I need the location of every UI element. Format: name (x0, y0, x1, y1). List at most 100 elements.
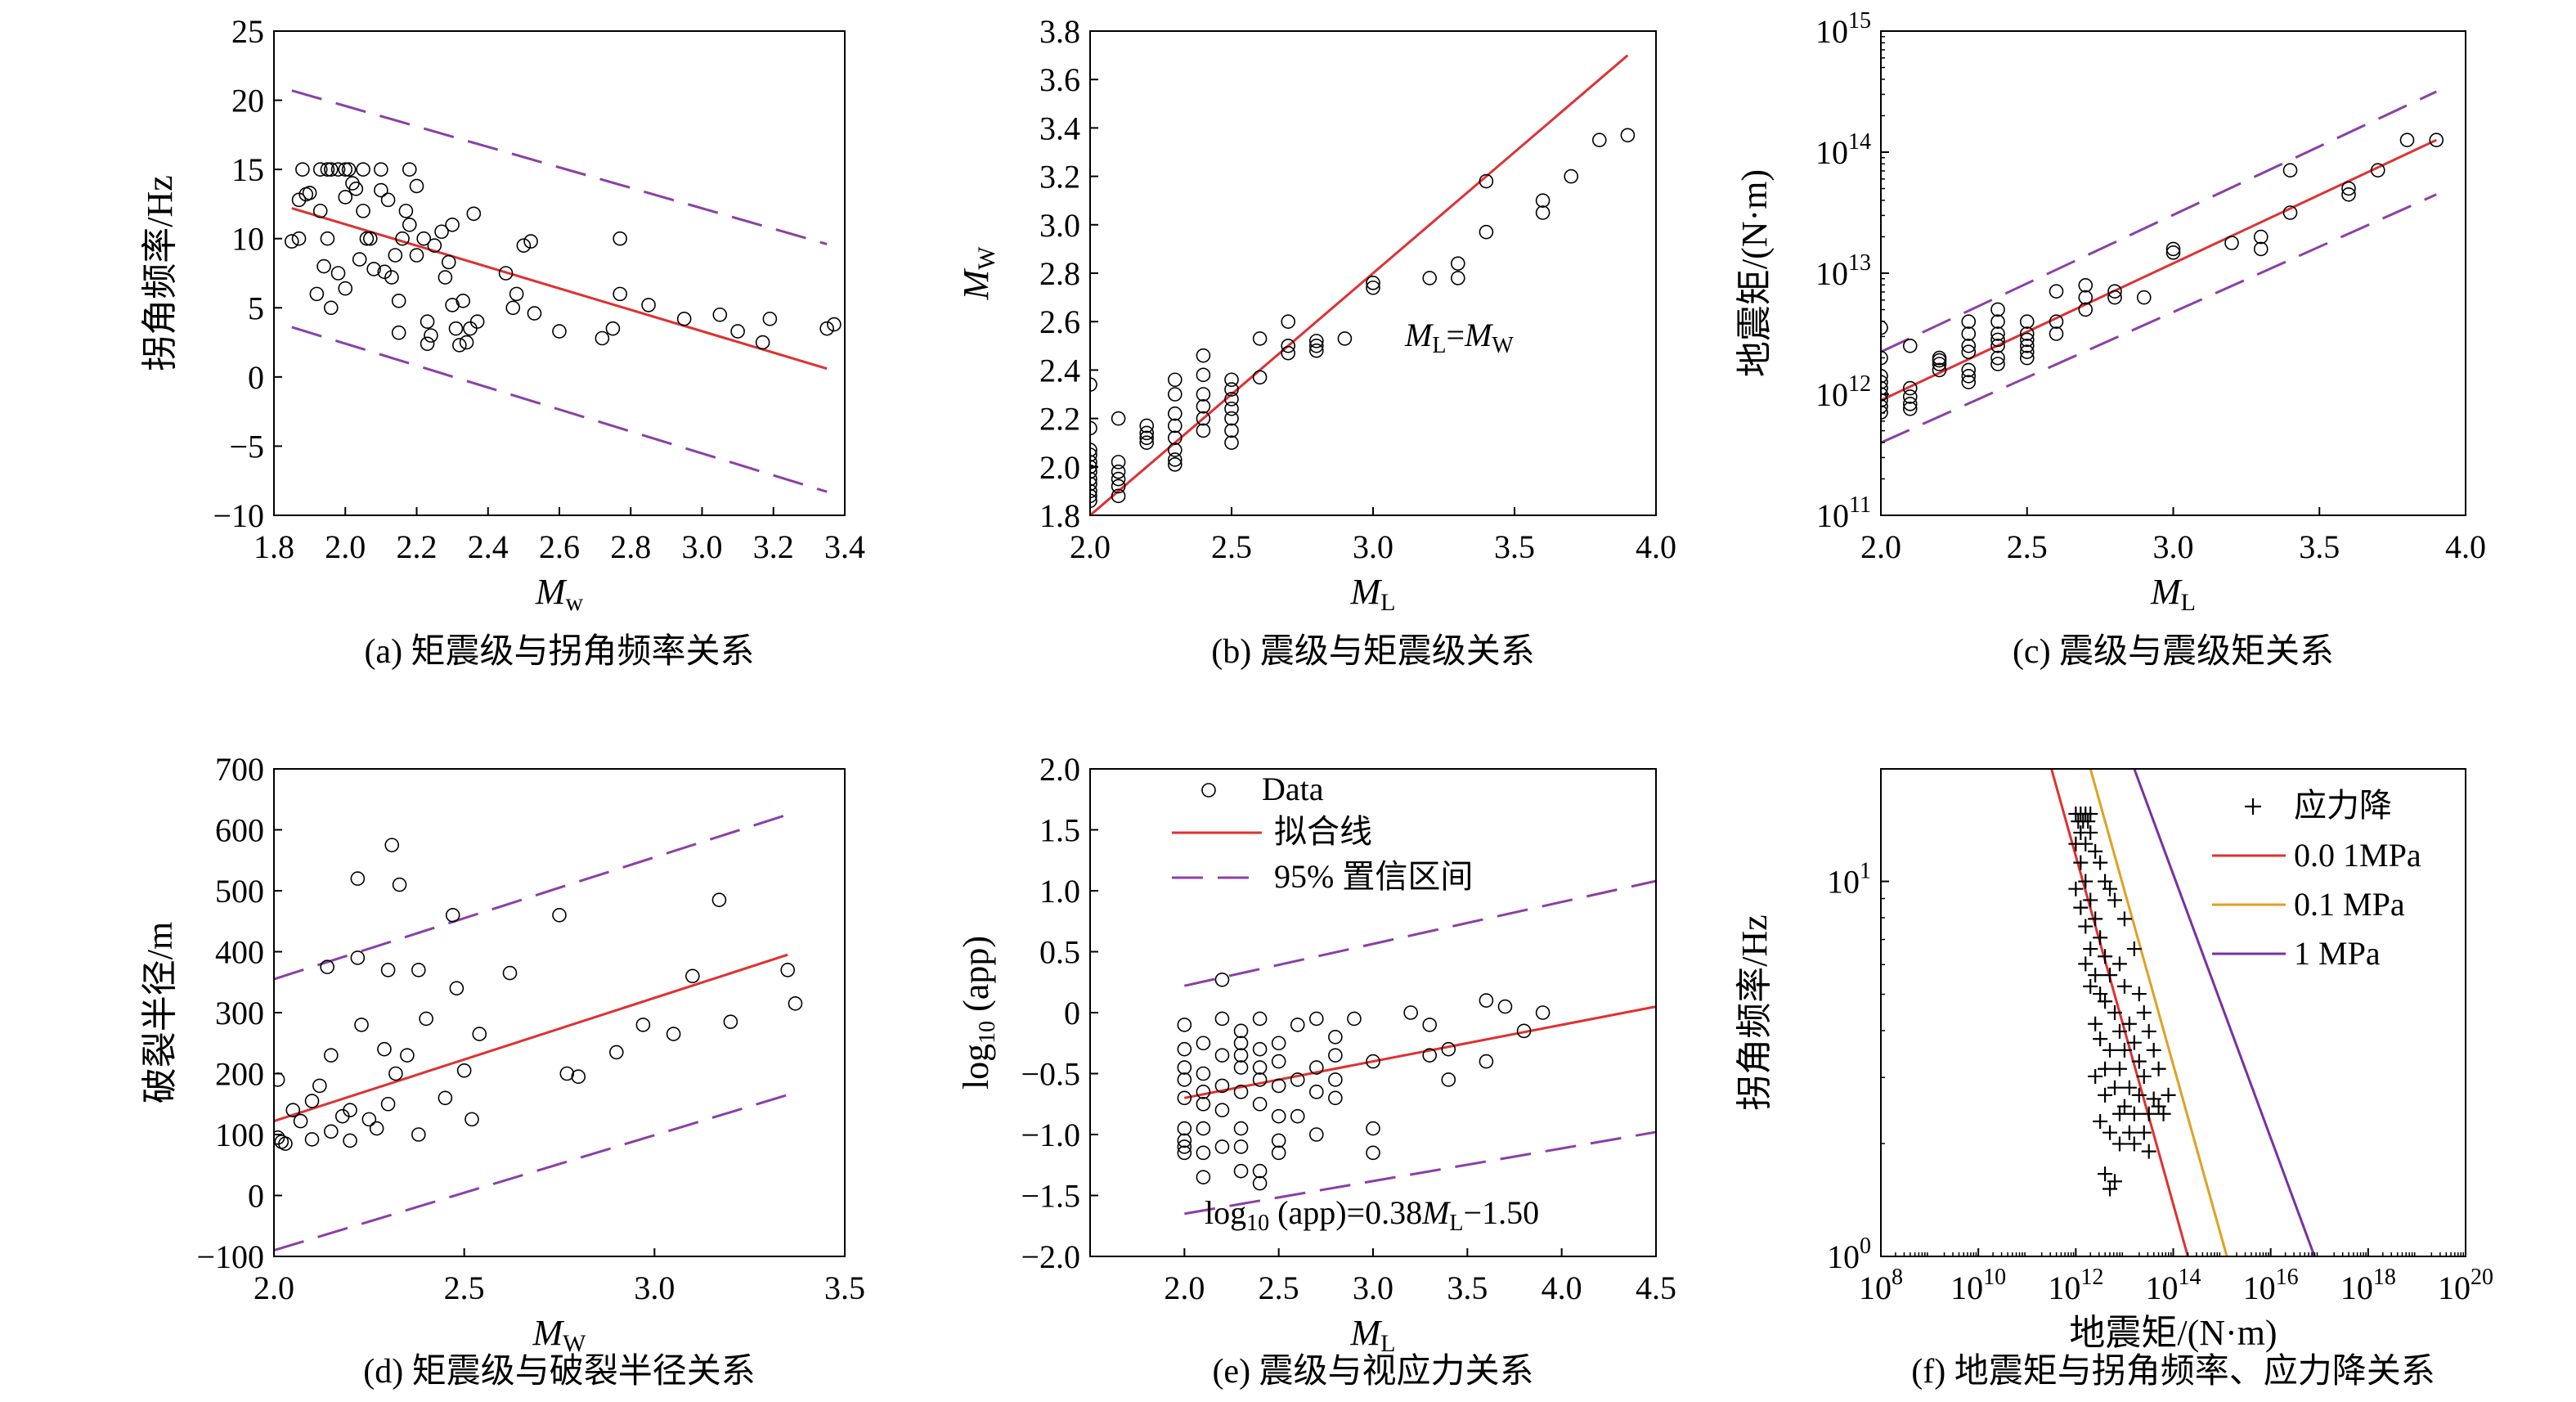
data-point (374, 162, 388, 177)
data-point (1252, 1175, 1268, 1191)
x-axis-label: ML (1350, 1313, 1396, 1357)
plot-frame (1089, 768, 1657, 1257)
data-point (2116, 1099, 2132, 1114)
data-point (1196, 1170, 1211, 1184)
caption: (d) 矩震级与破裂半径关系 (363, 1353, 755, 1391)
y-axis-label: 地震矩/(N·m) (1735, 169, 1775, 377)
data-point (2078, 290, 2094, 305)
data-point (1271, 1145, 1286, 1161)
data-point (445, 298, 460, 312)
data-point (730, 324, 745, 339)
data-point (2098, 1087, 2113, 1103)
data-point (343, 1103, 357, 1117)
caption: (e) 震级与视应力关系 (1212, 1352, 1533, 1391)
data-point (398, 204, 414, 218)
data-point (2098, 994, 2113, 1009)
data-point (509, 286, 524, 302)
data-point (395, 231, 410, 246)
data-point (2073, 900, 2089, 915)
data-point (1422, 1018, 1437, 1032)
data-point (2370, 163, 2385, 177)
data-point (420, 336, 435, 352)
data-point (361, 1112, 377, 1127)
data-point (2399, 133, 2415, 147)
data-point (2107, 1080, 2122, 1095)
y-tick-label: −1.5 (1021, 1178, 1080, 1215)
data-point (445, 217, 460, 232)
data-point (1881, 350, 1888, 366)
x-axis-label: Mw (535, 572, 584, 616)
legend-fit-label: 拟合线 (1274, 813, 1372, 850)
data-point (1337, 331, 1353, 346)
data-point (1252, 331, 1268, 346)
data-point (348, 182, 364, 196)
data-point (605, 321, 621, 336)
data-point (1620, 128, 1636, 143)
y-tick-label: 101 (1827, 859, 1871, 901)
data-point (1214, 1048, 1230, 1063)
data-point (2107, 1174, 2122, 1189)
data-point (1902, 401, 1918, 416)
fit-formula: log10 (app)=0.38ML−1.50 (1205, 1194, 1539, 1236)
data-point (295, 162, 310, 177)
data-point (613, 231, 627, 246)
data-point (1090, 488, 1097, 504)
data-point (293, 1113, 308, 1129)
data-point (2112, 1061, 2127, 1076)
data-point (527, 306, 542, 321)
data-point (2161, 1087, 2176, 1103)
data-point (1309, 1085, 1324, 1099)
data-point (445, 908, 460, 923)
y-tick-label: 0 (248, 359, 264, 396)
x-tick-label: 1010 (1950, 1265, 2006, 1306)
fit-line (291, 207, 828, 371)
data-point (1479, 224, 1494, 240)
data-point (2049, 314, 2064, 330)
plot-frame (1880, 30, 2466, 516)
y-axis-label: log10 (app) (956, 936, 1000, 1090)
data-point (472, 1027, 487, 1041)
data-point (409, 178, 424, 194)
data-point (2088, 1016, 2103, 1031)
data-point (2078, 956, 2094, 972)
data-point (1990, 338, 2005, 353)
data-point (1441, 1041, 1456, 1057)
data-point (666, 1027, 681, 1041)
data-point (380, 963, 396, 977)
confidence-lower-line (274, 1094, 788, 1251)
y-tick-label: −0.5 (1021, 1056, 1080, 1093)
x-tick-label: 2.8 (610, 528, 651, 565)
data-point (419, 1011, 433, 1027)
data-point (2049, 326, 2064, 341)
data-point (2126, 941, 2142, 957)
data-point (1328, 1090, 1343, 1106)
data-point (1932, 362, 1947, 378)
data-point (1479, 993, 1494, 1008)
data-point (402, 162, 417, 177)
y-tick-label: 1013 (1815, 250, 1871, 292)
data-point (2165, 241, 2181, 257)
data-point (1196, 348, 1211, 363)
data-point (2141, 1023, 2156, 1039)
legend-data-marker (1201, 783, 1216, 798)
data-point (2078, 836, 2094, 852)
data-point (2019, 344, 2035, 360)
data-point (312, 1078, 327, 1094)
confidence-lower-line (1881, 193, 2437, 444)
stress-line-2 (2089, 769, 2228, 1256)
data-point (1252, 1011, 1268, 1027)
y-tick-label: 2.8 (1039, 255, 1080, 292)
data-point (1932, 353, 1947, 368)
data-point (2019, 338, 2035, 353)
x-tick-label: 3.5 (1494, 528, 1535, 565)
data-point (2083, 892, 2098, 908)
data-point (356, 162, 370, 177)
data-point (641, 298, 656, 312)
data-point (1309, 1011, 1324, 1027)
y-tick-label: 100 (215, 1117, 264, 1153)
x-tick-label: 2.0 (1860, 528, 1901, 565)
y-axis-label: 拐角频率/Hz (1735, 914, 1775, 1111)
data-point (2107, 284, 2122, 299)
data-point (1090, 420, 1097, 436)
